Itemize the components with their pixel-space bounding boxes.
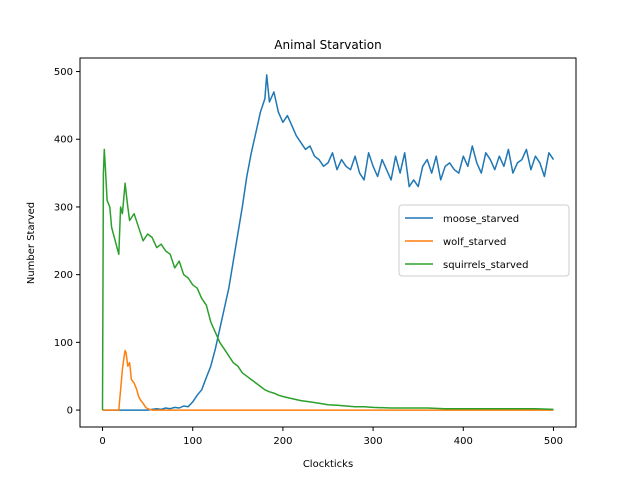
series-line-squirrels_starved <box>101 148 554 411</box>
y-axis-title: Number Starved <box>26 202 37 284</box>
x-tick-label: 200 <box>273 436 292 447</box>
y-tick-label: 300 <box>54 202 73 213</box>
y-tick-label: 500 <box>54 67 73 78</box>
y-tick-label: 0 <box>67 406 73 417</box>
legend-label-squirrels_starved: squirrels_starved <box>443 260 528 271</box>
legend-label-wolf_starved: wolf_starved <box>443 237 506 248</box>
x-tick-label: 500 <box>544 436 563 447</box>
x-axis: 0 100 200 300 400 500 <box>99 427 563 447</box>
legend-label-moose_starved: moose_starved <box>443 214 519 225</box>
x-tick-label: 400 <box>454 436 473 447</box>
y-tick-label: 100 <box>54 338 73 349</box>
y-axis: 0 100 200 300 400 500 <box>54 67 80 417</box>
series-line-moose_starved <box>102 74 555 411</box>
chart-title: Animal Starvation <box>274 38 381 52</box>
legend: moose_starved wolf_starved squirrels_starv… <box>398 204 570 277</box>
x-axis-title: Clockticks <box>303 459 353 470</box>
x-tick-label: 0 <box>99 436 105 447</box>
y-tick-label: 400 <box>54 135 73 146</box>
series-line-wolf_starved <box>102 349 554 411</box>
y-tick-label: 200 <box>54 270 73 281</box>
plot-frame <box>79 57 577 428</box>
legend-box <box>398 204 570 277</box>
series-layer <box>101 74 555 411</box>
x-tick-label: 300 <box>364 436 383 447</box>
x-tick-label: 100 <box>183 436 202 447</box>
